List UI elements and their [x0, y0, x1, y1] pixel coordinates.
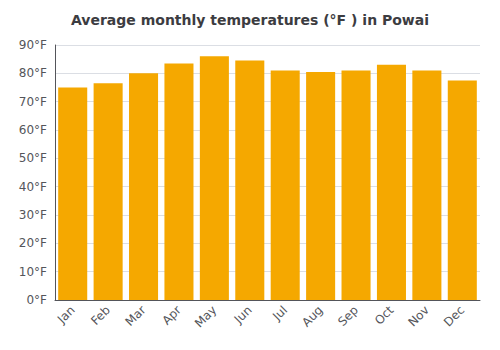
svg-text:Oct: Oct [372, 303, 397, 328]
svg-text:Jul: Jul [269, 303, 290, 324]
svg-text:70°F: 70°F [19, 95, 47, 109]
svg-text:Jun: Jun [231, 303, 255, 327]
svg-text:Jan: Jan [54, 303, 78, 327]
svg-text:50°F: 50°F [19, 151, 47, 165]
svg-text:Aug: Aug [299, 303, 325, 329]
svg-text:90°F: 90°F [19, 38, 47, 52]
svg-text:Nov: Nov [405, 303, 431, 329]
svg-text:0°F: 0°F [26, 293, 47, 307]
svg-text:80°F: 80°F [19, 66, 47, 80]
svg-text:Sep: Sep [335, 303, 361, 329]
svg-text:May: May [192, 303, 219, 330]
svg-text:Mar: Mar [123, 303, 149, 329]
svg-text:Feb: Feb [88, 303, 113, 328]
svg-text:20°F: 20°F [19, 236, 47, 250]
svg-text:Dec: Dec [441, 303, 467, 329]
svg-text:40°F: 40°F [19, 180, 47, 194]
svg-text:10°F: 10°F [19, 265, 47, 279]
svg-text:60°F: 60°F [19, 123, 47, 137]
svg-text:30°F: 30°F [19, 208, 47, 222]
svg-text:Apr: Apr [159, 303, 184, 328]
svg-text:Average monthly temperatures (: Average monthly temperatures (°F ) in Po… [71, 12, 429, 28]
